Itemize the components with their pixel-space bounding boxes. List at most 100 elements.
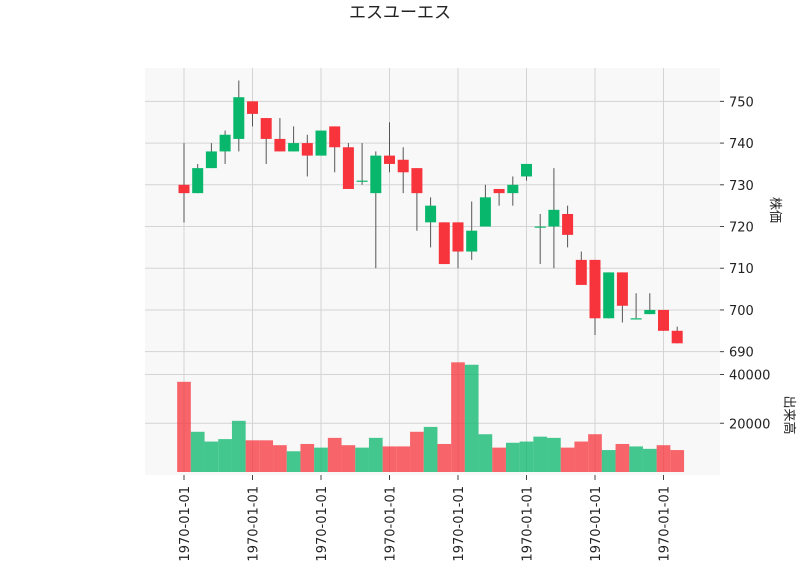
price-tick-label: 710 (729, 262, 754, 277)
volume-bar (629, 446, 643, 472)
candle-body (301, 143, 313, 156)
volume-bar (341, 445, 356, 472)
candle-body (493, 188, 505, 194)
price-axis-ticks: 690 700 710 720 730 740 750 (720, 95, 754, 361)
volume-bar (259, 440, 274, 472)
price-tick-label: 720 (729, 221, 754, 236)
volume-bar (451, 362, 465, 472)
volume-bar (464, 364, 479, 472)
candle-body (329, 126, 341, 148)
candle-body (274, 138, 286, 152)
volume-bar (368, 437, 383, 472)
volume-bar (533, 436, 548, 472)
volume-bar (560, 447, 575, 472)
volume-bar (396, 446, 411, 472)
volume-bar (190, 431, 205, 472)
candle-body (521, 163, 532, 177)
candle-body (397, 159, 409, 173)
volume-bar (670, 450, 685, 472)
candle-body (205, 151, 217, 169)
volume-bar (423, 426, 438, 472)
candle-body (507, 184, 519, 194)
candle-body (562, 214, 574, 235)
volume-bar (300, 443, 315, 472)
candle-body (658, 309, 669, 331)
candle-body (438, 222, 450, 265)
price-tick-label: 700 (729, 304, 754, 319)
candle-body (219, 134, 231, 152)
candle-body (603, 272, 615, 319)
x-tick-label: 1970-01-01 (521, 486, 536, 562)
x-tick-label: 1970-01-01 (589, 486, 604, 562)
candle-body (178, 184, 190, 194)
volume-axis-label: 出来高 (781, 395, 797, 434)
candle-body (616, 272, 628, 306)
volume-bar (505, 442, 520, 472)
volume-bar (177, 381, 191, 472)
volume-bars (177, 362, 685, 472)
volume-axis-ticks: 20000 40000 (720, 369, 770, 432)
volume-bar (273, 445, 287, 472)
candle-body (247, 101, 258, 114)
volume-bar (601, 450, 616, 472)
volume-bar (478, 434, 493, 472)
volume-bar (492, 447, 506, 472)
volume-bar (574, 441, 589, 472)
candle-body (288, 143, 300, 152)
volume-bar (314, 447, 328, 472)
candle-body (671, 330, 683, 344)
volume-bar (656, 445, 671, 472)
volume-tick-label: 40000 (729, 369, 770, 384)
candle-body (466, 230, 478, 252)
volume-bar (437, 443, 452, 472)
candle-body (479, 197, 491, 227)
candle-body (384, 155, 395, 164)
volume-bar (382, 446, 397, 472)
x-tick-label: 1970-01-01 (178, 486, 193, 562)
candle-body (260, 118, 272, 139)
x-tick-label: 1970-01-01 (658, 486, 673, 562)
volume-bar (327, 437, 342, 472)
volume-bar (204, 441, 219, 472)
volume-bar (286, 451, 301, 472)
volume-bar (410, 431, 424, 472)
volume-bar (231, 420, 246, 472)
price-tick-label: 750 (729, 95, 754, 110)
candle-body (589, 259, 601, 319)
candle-body (356, 180, 368, 182)
candle-body (342, 147, 354, 189)
x-axis-ticks: 1970-01-01 1970-01-01 1970-01-01 1970-01-01… (178, 475, 673, 562)
chart-title: エスユーエス (349, 3, 451, 23)
volume-bar (519, 441, 534, 472)
candle-body (534, 226, 546, 228)
price-candles (178, 80, 683, 344)
candle-body (411, 168, 423, 194)
candle-body (630, 318, 642, 320)
volume-bar (245, 440, 260, 472)
x-tick-label: 1970-01-01 (315, 486, 330, 562)
volume-bar (547, 437, 561, 472)
price-tick-label: 730 (729, 179, 754, 194)
volume-bar (218, 439, 232, 472)
volume-tick-label: 20000 (729, 417, 770, 432)
plot-background (145, 68, 720, 475)
candle-body (315, 130, 327, 156)
volume-bar (615, 443, 630, 472)
volume-bar (588, 434, 602, 472)
candle-body (233, 97, 245, 139)
x-tick-label: 1970-01-01 (384, 486, 399, 562)
candle-body (452, 222, 464, 252)
candle-body (575, 259, 587, 285)
volume-bar (642, 448, 657, 472)
candle-body (425, 205, 437, 223)
price-tick-label: 740 (729, 137, 754, 152)
x-tick-label: 1970-01-01 (452, 486, 467, 562)
candle-body (548, 209, 560, 227)
candle-body (644, 309, 656, 315)
volume-bar (355, 447, 369, 472)
price-tick-label: 690 (729, 346, 754, 361)
price-axis-label: 株価 (767, 197, 782, 223)
candle-body (370, 155, 382, 194)
candle-body (192, 168, 204, 194)
